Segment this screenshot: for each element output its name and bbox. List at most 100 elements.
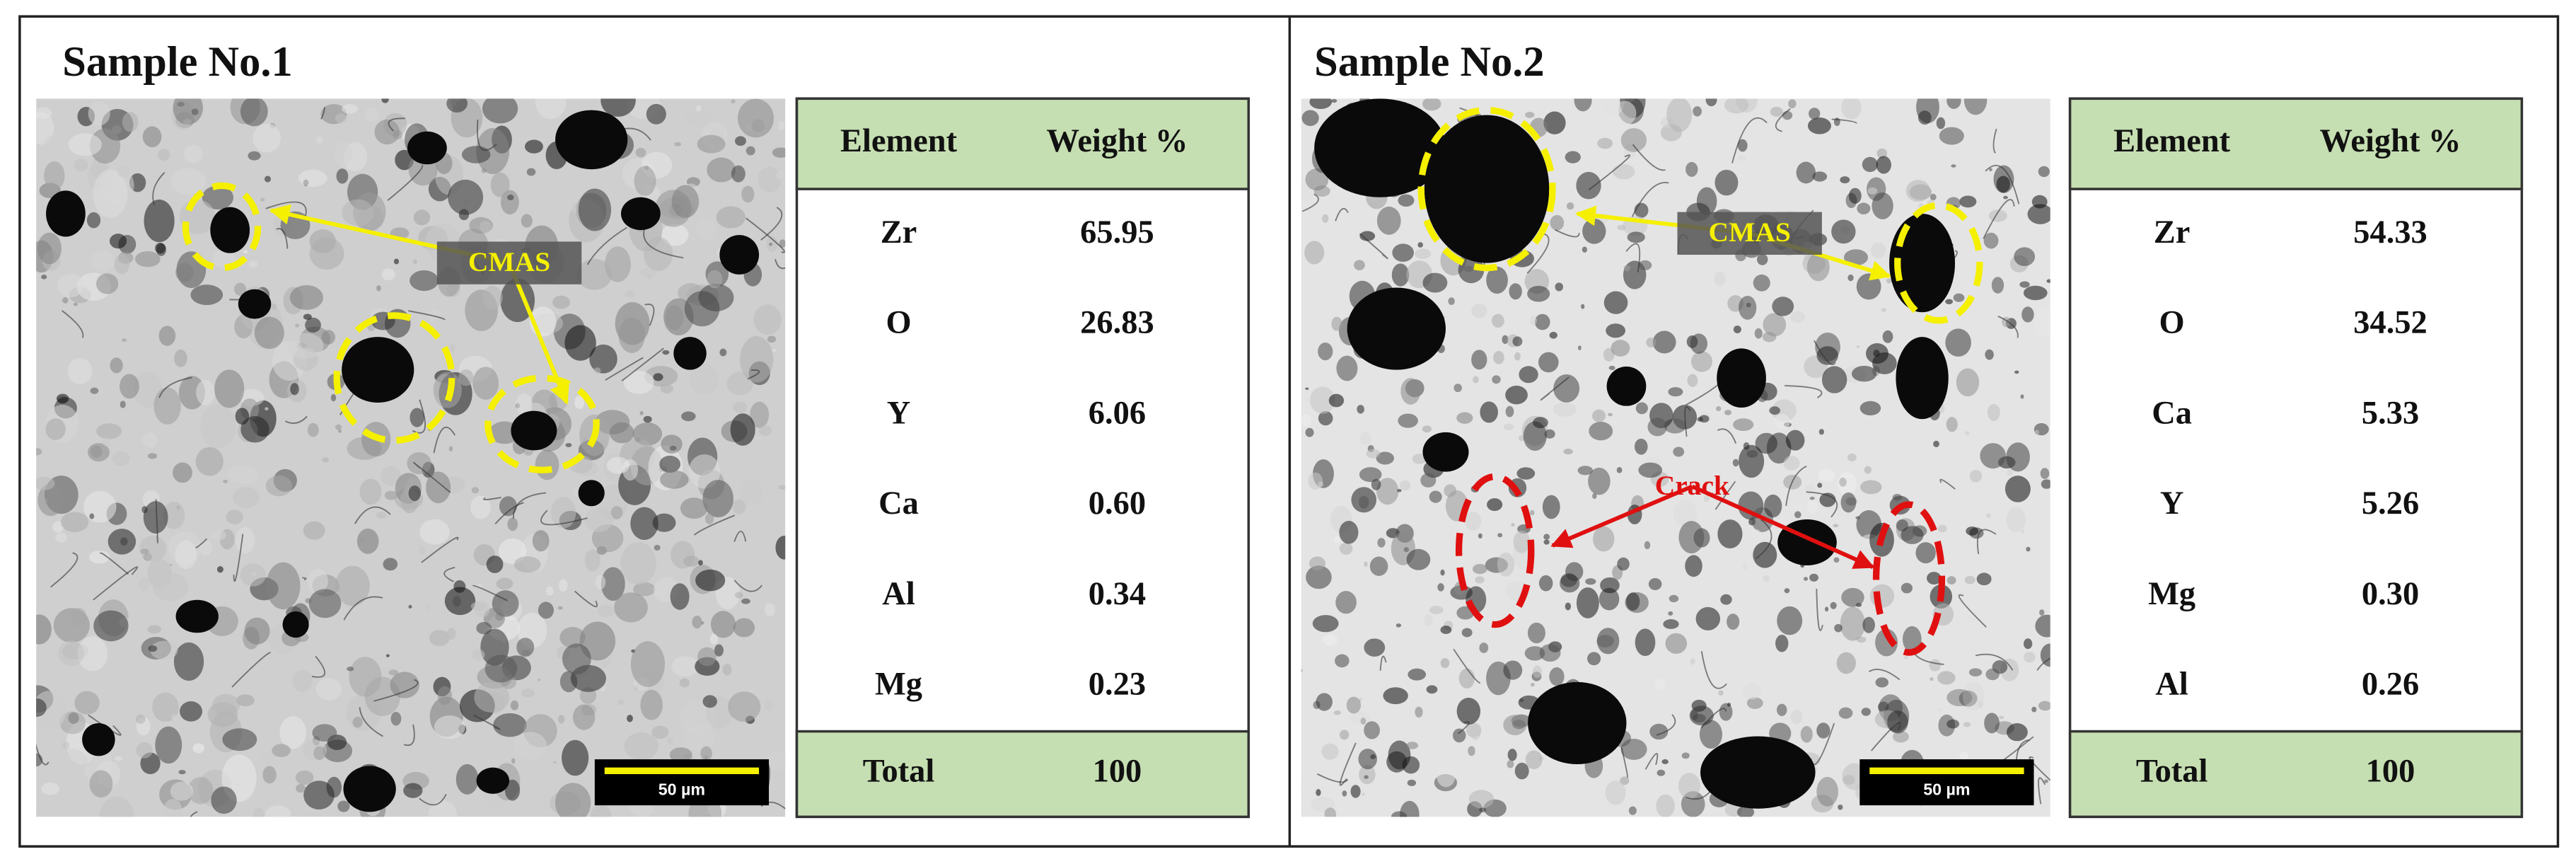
texture (683, 555, 700, 568)
texture (1902, 626, 1922, 652)
texture (1553, 402, 1577, 417)
texture (1335, 654, 1350, 668)
crack-line (195, 538, 208, 548)
crack-line (419, 793, 447, 806)
texture (175, 263, 194, 282)
texture (1333, 710, 1342, 715)
texture (265, 805, 291, 817)
texture (158, 326, 176, 346)
texture (298, 169, 327, 187)
dark-region (1896, 337, 1949, 420)
texture (728, 691, 761, 722)
texture (195, 447, 224, 476)
texture (1566, 202, 1574, 210)
texture (1724, 410, 1732, 415)
texture (635, 147, 646, 158)
texture (617, 699, 625, 705)
texture (662, 350, 670, 355)
texture (1696, 187, 1717, 216)
crack-line (276, 228, 289, 249)
texture (1305, 427, 1314, 437)
texture (648, 275, 652, 280)
texture (1396, 623, 1402, 628)
texture (120, 374, 139, 399)
table-total: 100 (2366, 754, 2415, 790)
texture (134, 251, 161, 267)
texture (1408, 668, 1427, 681)
texture (659, 470, 689, 489)
texture (1437, 764, 1456, 788)
texture (1824, 606, 1829, 612)
table-header-bg (2068, 97, 2524, 190)
texture (1335, 591, 1357, 614)
texture (173, 462, 192, 483)
texture (1783, 456, 1800, 471)
texture (702, 480, 733, 518)
annotation-ellipse (485, 374, 600, 473)
texture (110, 357, 123, 374)
texture (640, 689, 663, 720)
crack-line (1814, 340, 1836, 365)
texture (142, 126, 162, 148)
texture (689, 364, 719, 396)
texture (1860, 401, 1881, 416)
texture (1581, 304, 1585, 309)
texture (349, 657, 382, 697)
texture (1930, 677, 1934, 681)
texture (1472, 564, 1487, 575)
crack-line (412, 399, 426, 434)
texture (1841, 98, 1862, 120)
texture (1593, 526, 1615, 552)
texture (620, 541, 656, 585)
texture (1456, 698, 1481, 725)
texture (1617, 224, 1626, 231)
texture (1833, 524, 1839, 528)
texture (1492, 375, 1501, 384)
texture (1529, 316, 1537, 326)
texture (1514, 762, 1529, 780)
texture (1800, 726, 1813, 743)
texture (1503, 715, 1527, 735)
texture (1576, 587, 1599, 618)
texture (337, 430, 342, 433)
texture (322, 457, 329, 463)
crack-line (36, 743, 50, 766)
texture (57, 274, 84, 298)
texture (147, 453, 158, 459)
texture (1857, 202, 1871, 214)
texture (688, 454, 721, 489)
crack-line (1656, 714, 1676, 736)
texture (1717, 519, 1743, 549)
texture (1719, 703, 1733, 721)
texture (385, 654, 390, 657)
texture (1804, 484, 1816, 494)
texture (109, 234, 127, 249)
texture (1860, 480, 1882, 495)
crack-line (413, 461, 451, 493)
texture (112, 125, 122, 134)
texture (524, 139, 543, 154)
texture (2040, 468, 2050, 479)
texture (654, 544, 661, 551)
texture (591, 804, 612, 817)
crack-line (1631, 182, 1669, 217)
texture (1509, 283, 1522, 300)
texture (37, 483, 64, 517)
texture (235, 526, 255, 554)
texture (521, 689, 535, 698)
texture (1833, 557, 1840, 563)
texture (1963, 98, 1988, 115)
texture (700, 746, 712, 761)
texture (307, 422, 319, 437)
texture (289, 284, 323, 310)
texture (1777, 606, 1803, 635)
texture (1788, 99, 1797, 109)
texture (295, 323, 300, 328)
texture (1596, 628, 1620, 655)
texture (482, 98, 518, 124)
texture (1422, 272, 1448, 293)
crack-line (1555, 229, 1580, 238)
texture (623, 371, 654, 394)
annotation-label-bg (436, 241, 582, 284)
texture (36, 698, 47, 718)
